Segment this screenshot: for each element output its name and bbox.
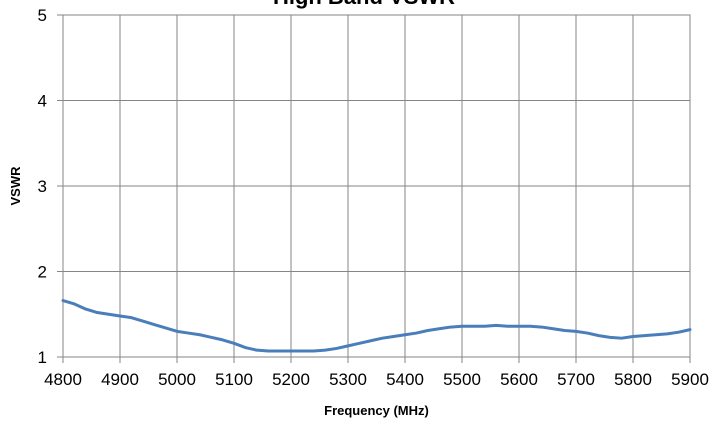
x-tick-label: 5900	[671, 370, 709, 389]
x-tick-label: 5200	[272, 370, 310, 389]
y-tick-label: 2	[38, 263, 47, 282]
vswr-series-line	[61, 299, 692, 353]
x-tick-label: 5300	[329, 370, 367, 389]
x-tick-label: 4800	[44, 370, 82, 389]
x-tick-label: 5700	[557, 370, 595, 389]
x-tick-label: 4900	[101, 370, 139, 389]
y-tick-label: 1	[38, 348, 47, 367]
x-tick-label: 5500	[443, 370, 481, 389]
x-tick-label: 5800	[614, 370, 652, 389]
y-tick-label: 5	[38, 6, 47, 25]
x-tick-label: 5100	[215, 370, 253, 389]
x-tick-label: 5400	[386, 370, 424, 389]
y-axis-label: VSWR	[8, 166, 23, 206]
x-tick-label: 5600	[500, 370, 538, 389]
x-tick-label: 5000	[158, 370, 196, 389]
x-axis-ticks: 4800 4900 5000 5100 5200 5300 5400 5500 5600 5700…	[44, 357, 709, 389]
y-tick-label: 4	[38, 92, 47, 111]
y-tick-label: 3	[38, 177, 47, 196]
chart-title: High Band VSWR	[273, 0, 455, 9]
series-layer	[61, 299, 692, 353]
y-axis-ticks: 1 2 3 4 5	[38, 6, 63, 367]
x-axis-label: Frequency (MHz)	[324, 403, 429, 418]
